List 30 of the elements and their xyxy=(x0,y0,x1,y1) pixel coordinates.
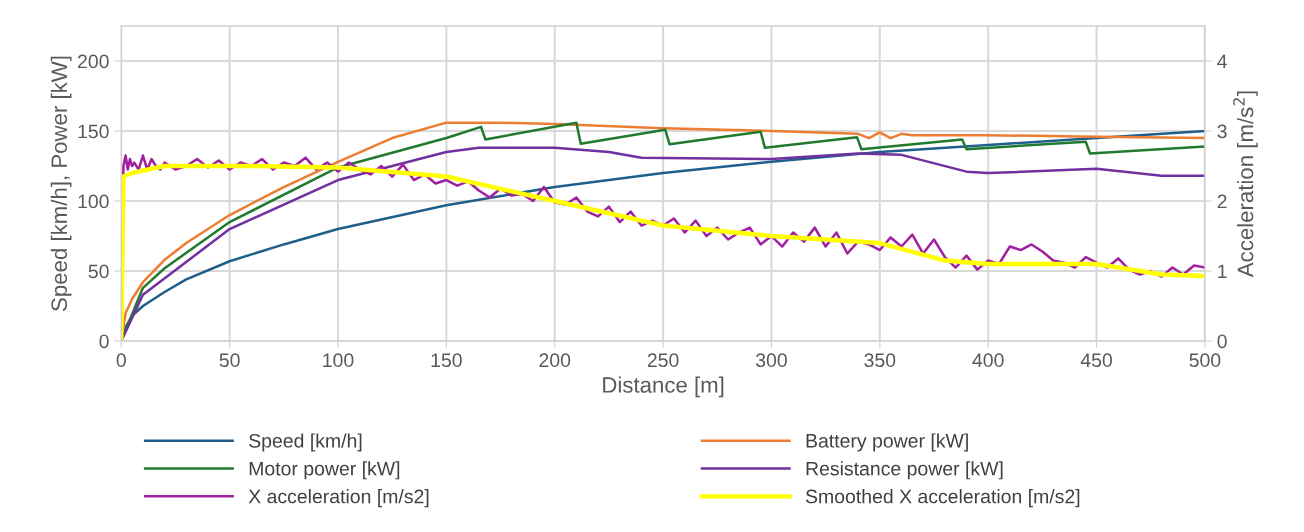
x-tick-label: 250 xyxy=(647,353,679,368)
y-tick-label: 100 xyxy=(78,194,109,209)
y-tick-label: 150 xyxy=(78,124,109,139)
x-tick-label: 100 xyxy=(323,353,354,368)
y-tick-label: 200 xyxy=(78,54,109,69)
legend-label: Motor power [kW] xyxy=(249,461,400,480)
y2-tick-label: 3 xyxy=(1217,124,1227,139)
x-axis-title: Distance [m] xyxy=(603,376,724,398)
x-tick-label: 200 xyxy=(539,353,571,368)
legend-label: Battery power [kW] xyxy=(806,433,968,452)
y-tick-label: 0 xyxy=(99,334,109,349)
legend-label: Resistance power [kW] xyxy=(806,461,1003,480)
legend-label: Smoothed X acceleration [m/s2] xyxy=(805,489,1080,508)
y2-tick-label: 4 xyxy=(1217,54,1227,69)
y-axis-title: Speed [km/h], Power [kW] xyxy=(50,56,72,311)
y2-axis-title: Acceleration [m/s$^{2}$] xyxy=(1233,91,1258,278)
x-tick-label: 150 xyxy=(431,353,462,368)
x-tick-label: 500 xyxy=(1189,353,1221,368)
x-tick-label: 450 xyxy=(1080,353,1112,368)
y2-tick-label: 2 xyxy=(1217,194,1227,209)
x-tick-label: 350 xyxy=(864,353,896,368)
x-tick-label: 300 xyxy=(755,353,787,368)
y2-tick-label: 0 xyxy=(1217,334,1227,349)
x-tick-label: 0 xyxy=(116,353,126,368)
x-tick-label: 50 xyxy=(219,353,240,368)
legend-label: X acceleration [m/s2] xyxy=(248,489,429,508)
y2-tick-label: 1 xyxy=(1218,264,1227,279)
x-tick-label: 400 xyxy=(972,353,1004,368)
legend-label: Speed [km/h] xyxy=(249,433,362,452)
y-tick-label: 50 xyxy=(88,264,109,279)
